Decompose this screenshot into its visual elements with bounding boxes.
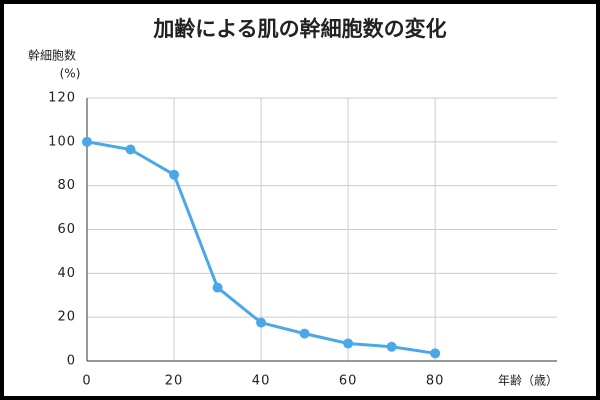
y-tick-label: 120 [48, 91, 76, 106]
x-tick-label: 0 [82, 374, 91, 389]
y-tick-label: 60 [57, 222, 76, 237]
y-axis-label: 幹細胞数 [28, 48, 76, 63]
data-point [299, 328, 310, 339]
y-tick-label: 40 [57, 266, 76, 281]
y-tick-label: 0 [67, 354, 76, 369]
y-axis-label: (%) [60, 67, 81, 81]
data-point [169, 169, 180, 180]
x-tick-label: 60 [339, 374, 358, 389]
data-point [125, 144, 136, 155]
x-tick-label: 40 [252, 374, 271, 389]
data-point [343, 338, 354, 349]
y-tick-label: 100 [48, 134, 76, 149]
data-point [82, 136, 92, 147]
x-tick-label: 80 [426, 374, 445, 389]
y-tick-label: 80 [57, 178, 76, 193]
data-point [212, 282, 223, 293]
x-tick-label: 20 [165, 374, 184, 389]
data-point [256, 317, 267, 328]
data-point [430, 348, 441, 359]
x-axis-label: 年齢（歳） [498, 373, 558, 388]
y-tick-label: 20 [57, 310, 76, 325]
chart-title: 加齢による肌の幹細胞数の変化 [152, 17, 446, 41]
data-point [386, 341, 397, 352]
